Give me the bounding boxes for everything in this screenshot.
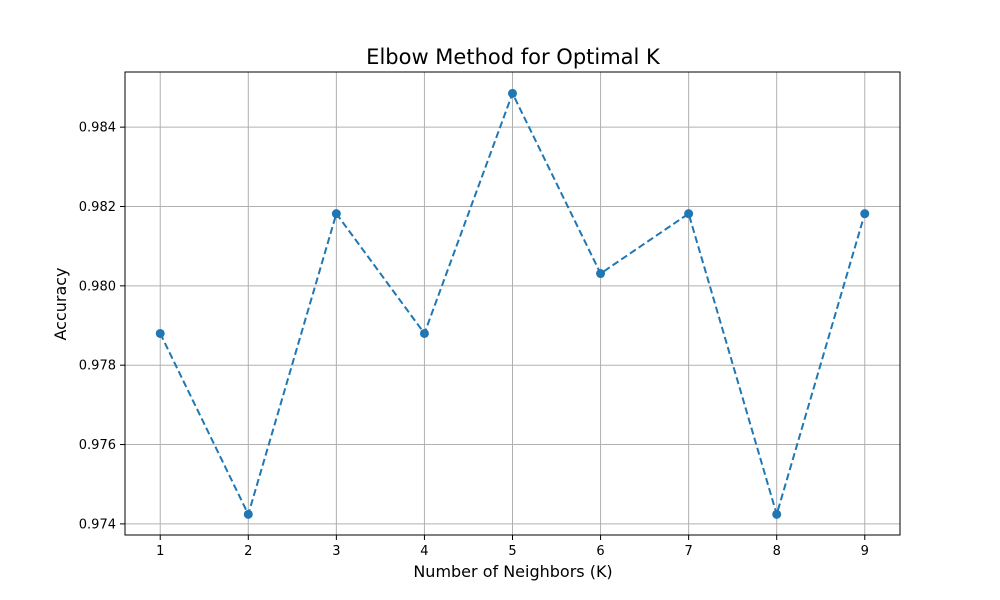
x-tick-label: 2 bbox=[244, 544, 252, 559]
data-point-k5 bbox=[508, 88, 517, 98]
x-tick-label: 7 bbox=[684, 544, 692, 559]
x-axis-label: Number of Neighbors (K) bbox=[413, 562, 612, 581]
data-point-k8 bbox=[772, 509, 782, 519]
data-point-k2 bbox=[243, 509, 253, 519]
y-tick-label: 0.978 bbox=[79, 359, 116, 374]
x-tick-label: 6 bbox=[596, 544, 604, 559]
data-point-k7 bbox=[684, 209, 694, 219]
y-axis-ticks: 0.974 0.976 0.978 0.980 0.982 0.984 bbox=[79, 121, 125, 532]
chart-title: Elbow Method for Optimal K bbox=[366, 45, 661, 69]
data-point-k4 bbox=[419, 328, 429, 338]
x-tick-label: 5 bbox=[508, 544, 516, 559]
x-tick-label: 3 bbox=[332, 544, 340, 559]
y-tick-label: 0.982 bbox=[79, 200, 116, 215]
x-axis-ticks: 1 2 3 4 5 6 7 8 9 bbox=[156, 535, 869, 559]
data-markers bbox=[155, 88, 870, 519]
y-tick-label: 0.974 bbox=[79, 517, 116, 532]
data-point-k1 bbox=[155, 328, 165, 338]
y-tick-label: 0.976 bbox=[79, 438, 116, 453]
x-tick-label: 4 bbox=[420, 544, 428, 559]
x-tick-label: 1 bbox=[156, 544, 164, 559]
x-tick-label: 8 bbox=[773, 544, 781, 559]
y-tick-label: 0.980 bbox=[79, 279, 116, 294]
grid-lines bbox=[125, 72, 900, 535]
x-tick-label: 9 bbox=[861, 544, 869, 559]
data-point-k9 bbox=[860, 209, 870, 219]
y-tick-label: 0.984 bbox=[79, 121, 116, 136]
data-point-k6 bbox=[596, 269, 606, 279]
y-axis-label: Accuracy bbox=[51, 267, 70, 340]
data-point-k3 bbox=[331, 209, 341, 219]
